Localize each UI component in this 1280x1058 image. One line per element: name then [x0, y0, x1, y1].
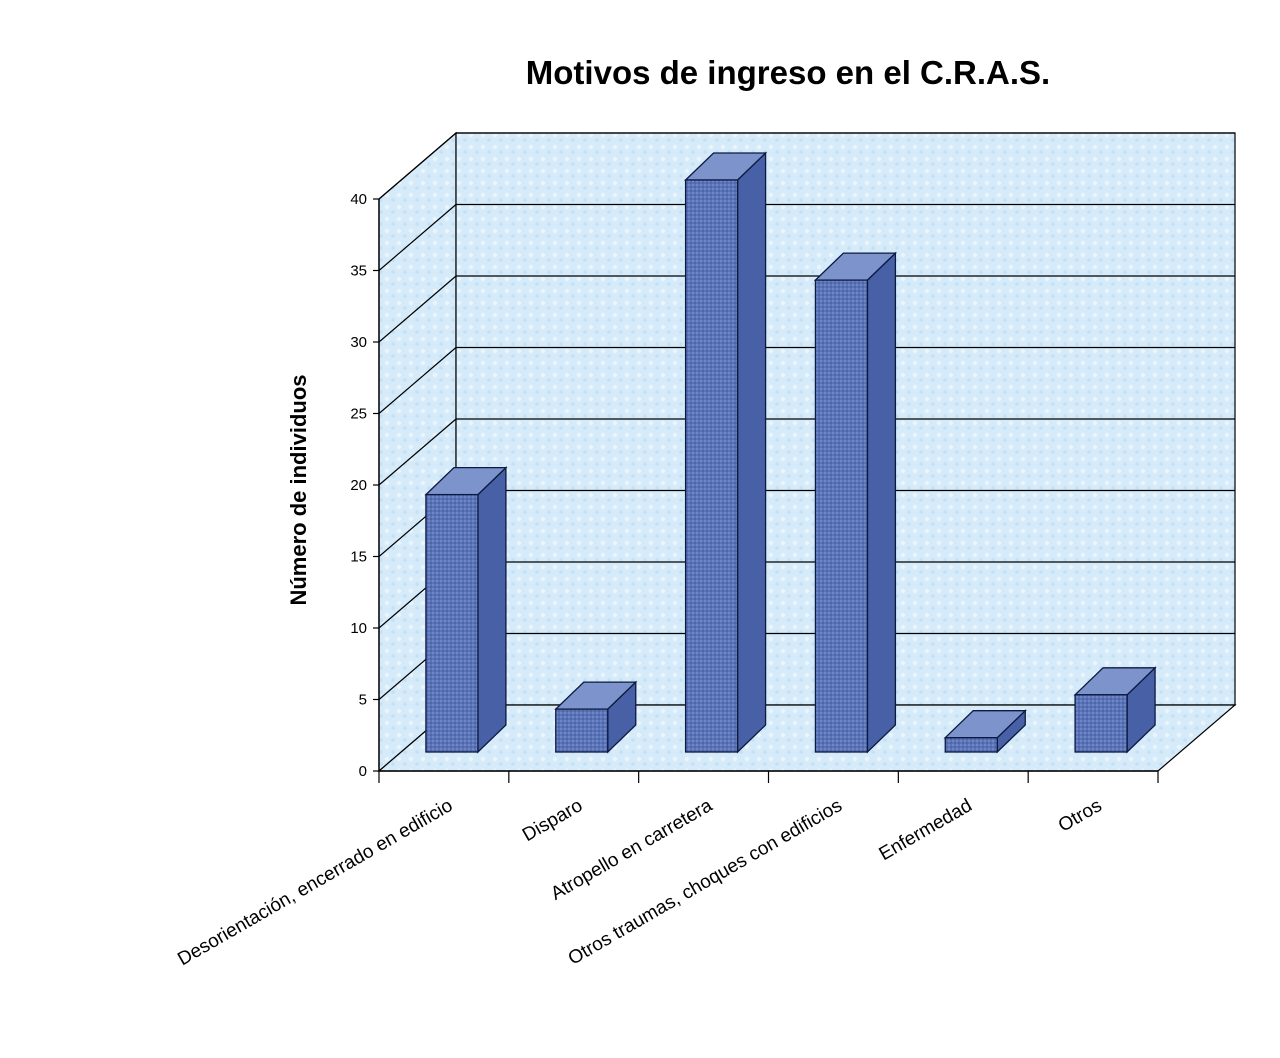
- category-labels: Desorientación, encerrado en edificio Dis…: [174, 795, 1105, 970]
- bar-2: [554, 680, 638, 754]
- y-tick-label: 5: [359, 692, 367, 709]
- bar-side: [477, 466, 507, 754]
- chart-title: Motivos de ingreso en el C.R.A.S.: [526, 54, 1050, 91]
- category-label: Enfermedad: [876, 795, 976, 865]
- y-tick-label: 15: [350, 549, 367, 566]
- bar-3: [683, 151, 768, 754]
- bar-4: [813, 251, 898, 754]
- category-label: Otros traumas, choques con edificios: [565, 795, 846, 969]
- category-label: Desorientación, encerrado en edificio: [174, 795, 456, 970]
- y-tick-label: 35: [350, 263, 367, 280]
- y-tick-label: 40: [350, 191, 367, 208]
- axes: 0 5 10 15 20 25 30 35 40: [350, 191, 1159, 783]
- bars: [424, 151, 1157, 754]
- bar-front: [684, 179, 739, 753]
- gridline-side: [378, 418, 457, 486]
- y-tick-label: 25: [350, 406, 367, 423]
- bar-1: [424, 466, 508, 754]
- y-tick-label: 30: [350, 334, 367, 351]
- bar-front: [425, 493, 479, 753]
- y-tick-label: 10: [350, 620, 367, 637]
- bar-front: [814, 279, 869, 753]
- y-tick-label: 0: [359, 763, 367, 780]
- bar-front: [555, 708, 609, 753]
- gridline-side: [378, 275, 457, 343]
- gridline-side: [378, 204, 457, 271]
- gridline-side: [378, 347, 457, 414]
- gridline-side: [378, 132, 457, 200]
- bar-side: [866, 251, 897, 754]
- bar-front: [1074, 694, 1128, 753]
- y-axis-label: Número de individuos: [286, 374, 311, 605]
- category-label: Disparo: [519, 795, 586, 846]
- category-label: Otros: [1055, 795, 1106, 836]
- y-tick-label: 20: [350, 477, 367, 494]
- bar-front: [944, 737, 998, 753]
- bar-5: [943, 709, 1027, 754]
- bar-side: [736, 151, 767, 754]
- bar-6: [1073, 666, 1157, 754]
